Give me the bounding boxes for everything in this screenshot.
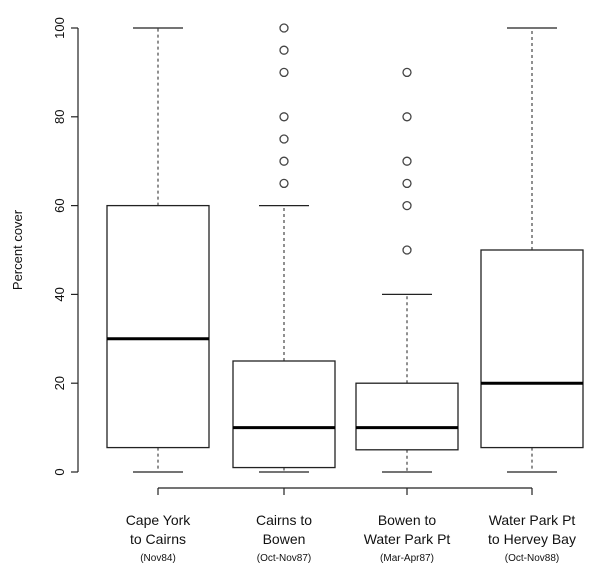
x-tick-label-line2: to Cairns (130, 531, 186, 547)
x-tick-label-period: (Nov84) (140, 553, 176, 564)
x-tick-label-period: (Oct-Nov87) (257, 553, 311, 564)
outlier-point (279, 45, 289, 55)
outlier-point (279, 112, 289, 122)
y-axis-label: Percent cover (10, 209, 25, 290)
box-iqr (355, 382, 459, 451)
outlier-point (402, 178, 412, 189)
x-tick-label-line1: Cairns to (256, 512, 312, 528)
outlier-point (402, 156, 412, 166)
box-iqr (106, 204, 210, 449)
y-tick-label: 20 (52, 376, 67, 390)
outlier-point (279, 134, 289, 144)
outlier-point (402, 67, 412, 78)
x-tick-label-line2: to Hervey Bay (488, 531, 576, 547)
box-iqr (480, 249, 584, 449)
y-tick-label: 60 (52, 198, 67, 212)
x-tick-label-line1: Cape York (126, 512, 192, 528)
box-iqr (232, 360, 336, 469)
x-tick-label-line2: Bowen (263, 531, 306, 547)
outlier-point (279, 23, 289, 33)
outlier-point (279, 178, 289, 189)
x-tick-label-line1: Water Park Pt (489, 512, 576, 528)
outlier-point (402, 112, 412, 122)
outlier-point (402, 200, 412, 211)
outlier-point (279, 67, 289, 78)
outlier-point (402, 245, 412, 255)
x-tick-label-period: (Oct-Nov88) (505, 553, 559, 564)
y-tick-label: 80 (52, 110, 67, 124)
outlier-point (279, 156, 289, 166)
y-tick-label: 100 (52, 17, 67, 39)
plot-area: 0 20 40 60 80 100 Cape York to Cairns (Nov84) Cai… (52, 17, 584, 564)
x-tick-label-line1: Bowen to (378, 512, 437, 528)
x-tick-label-line2: Water Park Pt (364, 531, 451, 547)
y-tick-label: 40 (52, 287, 67, 301)
x-tick-label-period: (Mar-Apr87) (380, 553, 434, 564)
y-tick-label: 0 (52, 468, 67, 475)
